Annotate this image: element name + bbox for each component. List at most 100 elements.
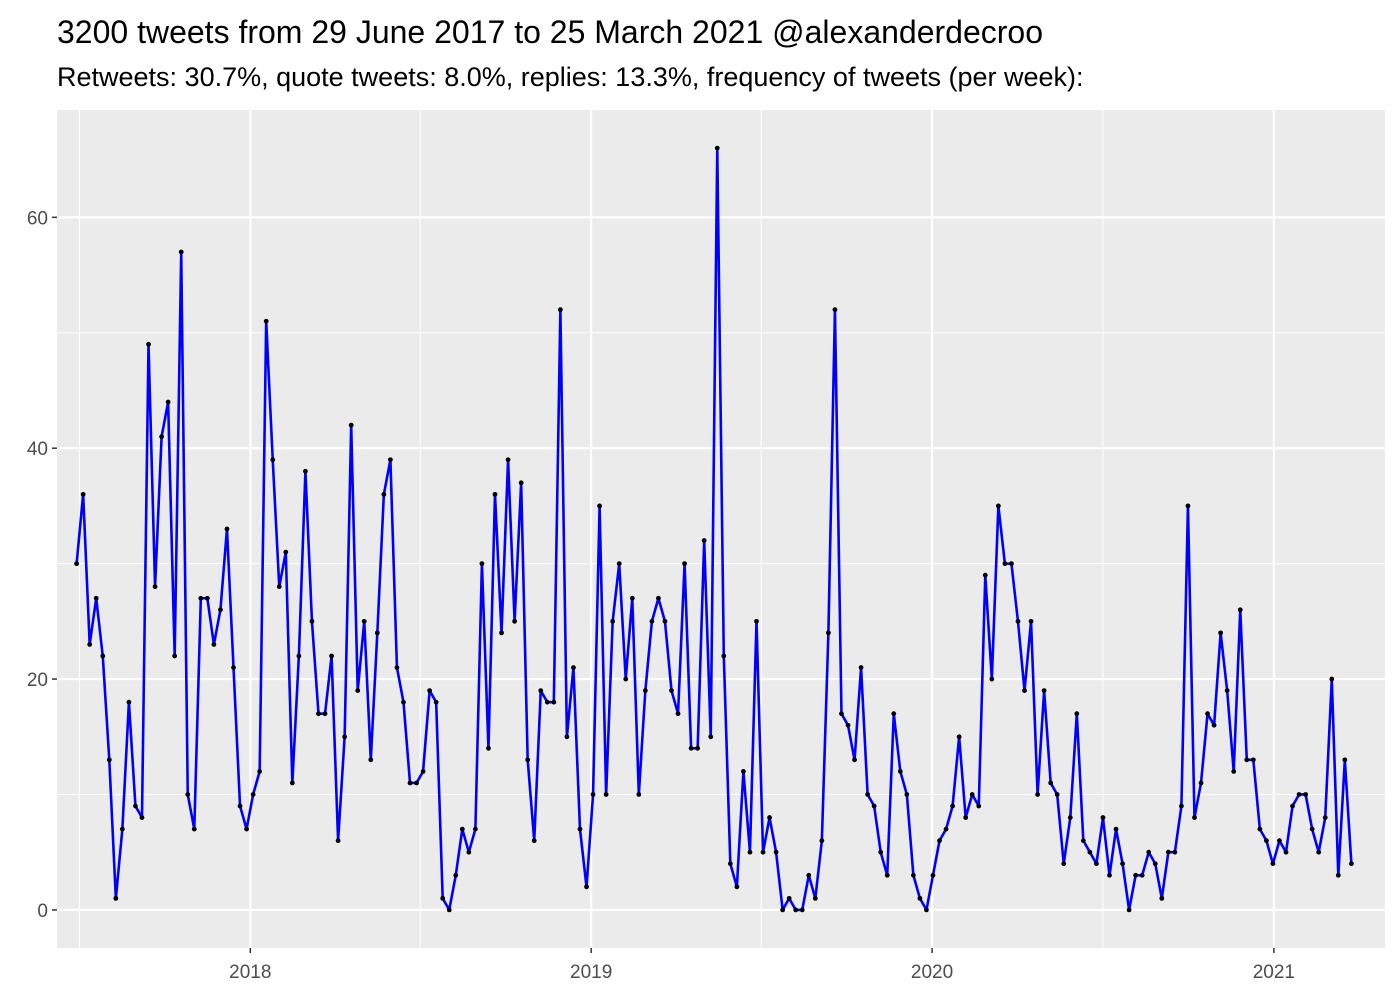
data-point (793, 907, 799, 913)
chart-title: 3200 tweets from 29 June 2017 to 25 Marc… (57, 14, 1043, 50)
data-point (721, 653, 727, 659)
data-point (754, 618, 759, 624)
data-point (296, 653, 302, 659)
data-point (335, 838, 341, 844)
data-point (479, 561, 485, 567)
data-point (178, 249, 184, 255)
data-point (1283, 849, 1289, 855)
data-point (309, 618, 315, 624)
data-point (904, 792, 910, 797)
data-point (714, 145, 720, 151)
data-point (982, 572, 988, 578)
data-point (204, 595, 210, 601)
data-point (303, 468, 308, 474)
data-point (597, 503, 602, 509)
data-point (1205, 711, 1210, 717)
data-point (616, 561, 622, 567)
data-point (564, 734, 570, 740)
data-point (786, 895, 792, 901)
data-point (708, 734, 714, 740)
data-point (329, 653, 334, 659)
data-point (126, 699, 132, 705)
data-point (1244, 757, 1250, 763)
data-point (1009, 561, 1014, 567)
data-point (276, 584, 282, 590)
data-point (1270, 861, 1276, 867)
data-point (603, 792, 609, 797)
data-point (374, 630, 380, 636)
data-point (1165, 849, 1171, 855)
data-point (100, 653, 106, 659)
data-point (943, 826, 949, 832)
data-point (165, 399, 171, 405)
data-point (1133, 872, 1139, 878)
data-point (963, 815, 969, 820)
data-point (852, 757, 857, 763)
data-point (420, 769, 426, 774)
data-point (159, 434, 165, 440)
data-point (427, 688, 433, 693)
data-point (1250, 757, 1256, 763)
data-point (1120, 861, 1125, 867)
data-point (361, 618, 367, 624)
data-point (433, 699, 439, 705)
data-point (1335, 872, 1341, 878)
data-point (231, 665, 236, 670)
data-point (682, 561, 687, 567)
data-point (453, 872, 459, 878)
data-point (1139, 872, 1145, 878)
data-point (1107, 872, 1112, 878)
data-point (152, 584, 158, 590)
data-point (767, 815, 772, 820)
data-point (662, 618, 668, 624)
data-point (244, 826, 249, 832)
data-point (839, 711, 844, 717)
data-point (531, 838, 537, 844)
data-point (734, 884, 740, 890)
data-point (355, 688, 361, 693)
data-point (518, 480, 524, 486)
data-point (917, 895, 923, 901)
data-point (342, 734, 348, 740)
data-point (1159, 895, 1165, 901)
data-point (119, 826, 125, 832)
data-point (1257, 826, 1263, 832)
data-point (381, 491, 387, 497)
data-point (1113, 826, 1119, 832)
data-point (1067, 815, 1073, 820)
data-point (1192, 815, 1197, 820)
data-point (237, 803, 243, 809)
data-point (1224, 688, 1230, 693)
data-point (512, 618, 518, 624)
data-point (74, 561, 80, 567)
data-point (1100, 815, 1106, 820)
data-point (499, 630, 504, 636)
data-point (760, 849, 766, 855)
data-point (486, 745, 491, 751)
data-point (191, 826, 197, 832)
data-point (656, 595, 661, 601)
data-point (741, 769, 746, 774)
data-point (1054, 792, 1060, 797)
data-point (884, 872, 890, 878)
data-point (348, 422, 354, 428)
data-point (211, 642, 217, 647)
data-point (1074, 711, 1080, 717)
data-point (407, 780, 413, 786)
data-point (924, 907, 929, 913)
data-point (891, 711, 897, 717)
y-tick-label: 0 (37, 901, 48, 922)
data-point (1002, 561, 1008, 567)
data-point (773, 849, 779, 855)
data-point (185, 792, 191, 797)
series-line (75, 146, 1353, 912)
data-point (610, 618, 616, 624)
data-point (1080, 838, 1086, 844)
data-point (1015, 618, 1021, 624)
data-point (250, 792, 256, 797)
data-point (1237, 607, 1243, 613)
data-point (858, 665, 864, 670)
data-point (289, 780, 295, 786)
data-point (257, 769, 263, 774)
data-point (623, 676, 629, 682)
